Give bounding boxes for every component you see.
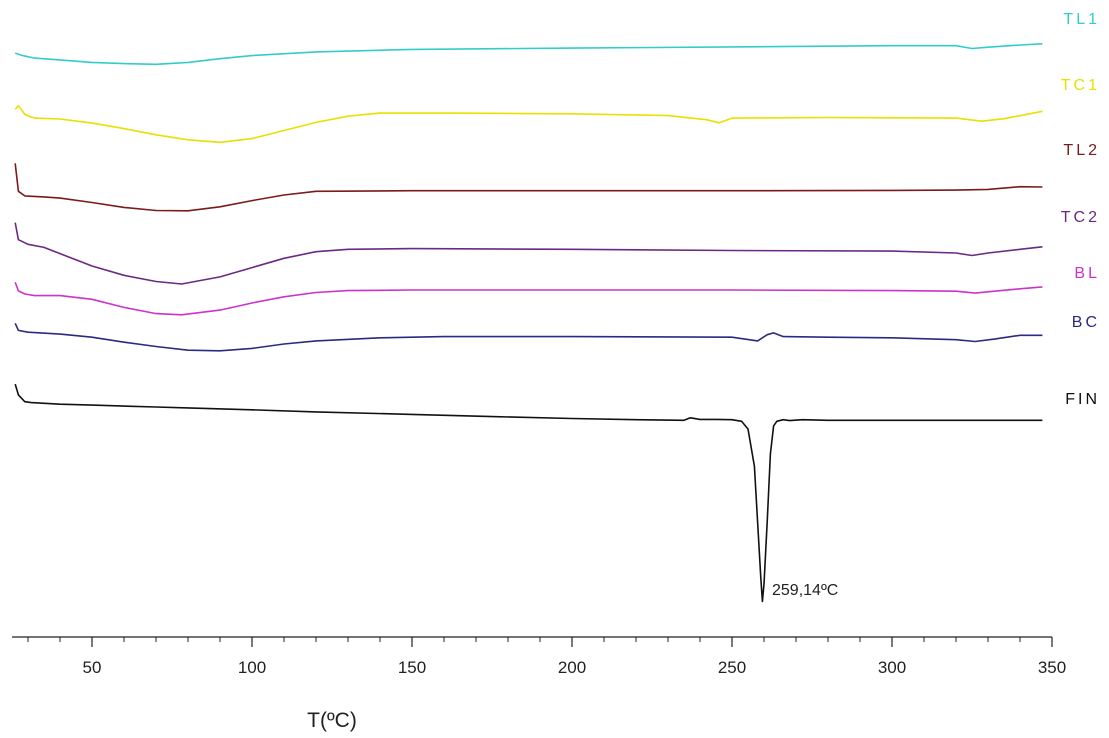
series-layer	[14, 43, 1043, 603]
series-label-tl1: TL1	[1063, 11, 1100, 28]
series-label-fin: FIN	[1065, 391, 1100, 408]
x-axis: 50 100 150 200 250 300 350	[12, 636, 1066, 677]
annotation-layer: 259,14ºC	[772, 582, 838, 599]
x-tick-label: 250	[718, 658, 746, 677]
series-label-layer: TL1 TC1 TL2 TC2 BL BC FIN	[1061, 11, 1100, 408]
series-line-bl	[14, 282, 1043, 316]
x-tick-label: 200	[558, 658, 586, 677]
x-tick-label: 300	[878, 658, 906, 677]
x-axis-title: T(ºC)	[307, 709, 357, 732]
x-tick-label: 100	[238, 658, 266, 677]
x-tick-label: 350	[1038, 658, 1066, 677]
series-line-tl1	[14, 43, 1043, 66]
series-label-bl: BL	[1074, 265, 1100, 282]
series-label-bc: BC	[1072, 314, 1100, 331]
series-line-bc	[14, 322, 1043, 352]
series-label-tc1: TC1	[1061, 77, 1100, 94]
series-line-tc2	[14, 222, 1043, 285]
series-label-tc2: TC2	[1061, 209, 1100, 226]
x-tick-label: 150	[398, 658, 426, 677]
peak-annotation: 259,14ºC	[772, 582, 838, 599]
series-label-tl2: TL2	[1063, 142, 1100, 159]
series-line-tc1	[14, 104, 1043, 144]
x-tick-label: 50	[83, 658, 102, 677]
series-line-tl2	[14, 163, 1043, 212]
series-line-fin	[14, 383, 1043, 603]
